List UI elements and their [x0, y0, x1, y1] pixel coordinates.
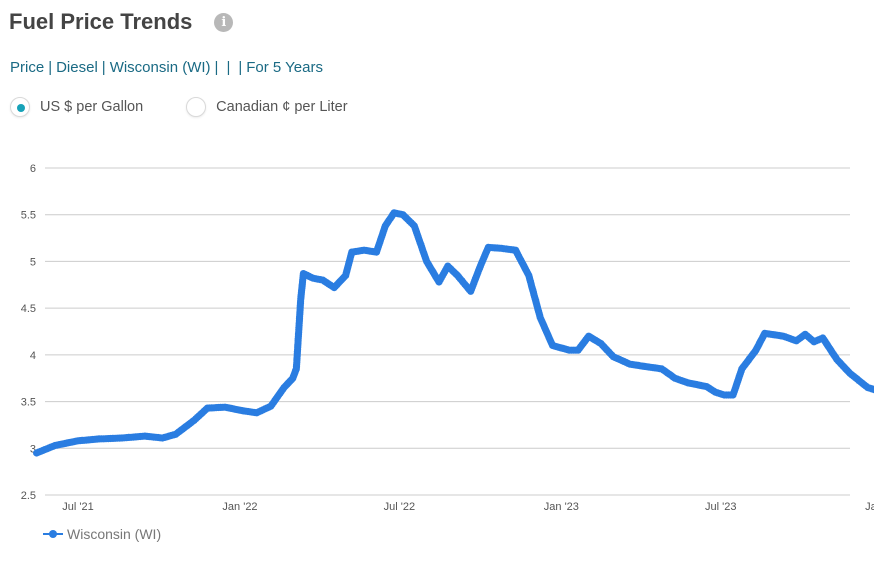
unit-label-cad-liter: Canadian ¢ per Liter: [216, 99, 348, 115]
radio-usd-gallon[interactable]: [10, 97, 30, 117]
y-axis-ticks: 2.5 3 3.5 4 4.5 5 5.5 6: [21, 163, 36, 502]
breadcrumb-separator: |: [238, 59, 243, 76]
breadcrumb: Price | Diesel | Wisconsin (WI) | | | For 5 Year…: [10, 59, 323, 76]
y-tick-label: 3: [30, 443, 36, 455]
x-tick-label: Jul '21: [62, 501, 93, 513]
grid-layer: [45, 167, 850, 496]
breadcrumb-item-period[interactable]: For 5 Years: [246, 59, 323, 76]
unit-option-cad-liter[interactable]: Canadian ¢ per Liter: [186, 97, 348, 117]
unit-label-usd-gallon: US $ per Gallon: [40, 99, 144, 115]
page-title: Fuel Price Trends: [9, 9, 193, 34]
x-tick-label: Jan '22: [222, 501, 257, 513]
x-tick-label: Jul '23: [705, 501, 736, 513]
breadcrumb-item-fuel[interactable]: Diesel: [56, 59, 98, 76]
x-tick-label: Jan '23: [544, 501, 579, 513]
y-tick-label: 6: [30, 163, 36, 175]
y-tick-label: 4: [30, 350, 36, 362]
radio-cad-liter[interactable]: [186, 97, 207, 117]
breadcrumb-separator: |: [214, 59, 219, 76]
legend-label: Wisconsin (WI): [67, 526, 162, 542]
x-axis-ticks: Jul '21 Jan '22 Jul '22 Jan '23 Jul '23 Jan '…: [62, 501, 874, 513]
series-line: [36, 211, 874, 454]
breadcrumb-item-region[interactable]: Wisconsin (WI): [109, 59, 211, 76]
unit-selector: US $ per Gallon Canadian ¢ per Liter: [10, 97, 348, 117]
y-tick-label: 3.5: [21, 397, 36, 409]
x-tick-label: Jul '22: [384, 501, 415, 513]
x-tick-label: Jan '24: [865, 501, 874, 513]
y-tick-label: 4.5: [21, 303, 36, 315]
series-wisconsin[interactable]: [33, 200, 874, 457]
price-chart: 2.5 3 3.5 4 4.5 5 5.5 6 Jul '21 Jan '22 Jul '22 Ja…: [21, 163, 874, 513]
unit-option-usd-gallon[interactable]: US $ per Gallon: [10, 97, 143, 117]
breadcrumb-separator: |: [226, 59, 231, 76]
breadcrumb-separator: |: [101, 59, 106, 76]
legend-marker-icon: [43, 530, 63, 538]
y-tick-label: 2.5: [21, 490, 36, 502]
breadcrumb-item-price[interactable]: Price: [10, 59, 45, 76]
breadcrumb-separator: |: [48, 59, 53, 76]
title-row: Fuel Price Trends i: [9, 9, 234, 35]
legend-item-wisconsin[interactable]: Wisconsin (WI): [43, 526, 161, 542]
y-tick-label: 5.5: [21, 210, 36, 222]
info-icon[interactable]: i: [214, 12, 234, 32]
y-tick-label: 5: [30, 256, 36, 268]
